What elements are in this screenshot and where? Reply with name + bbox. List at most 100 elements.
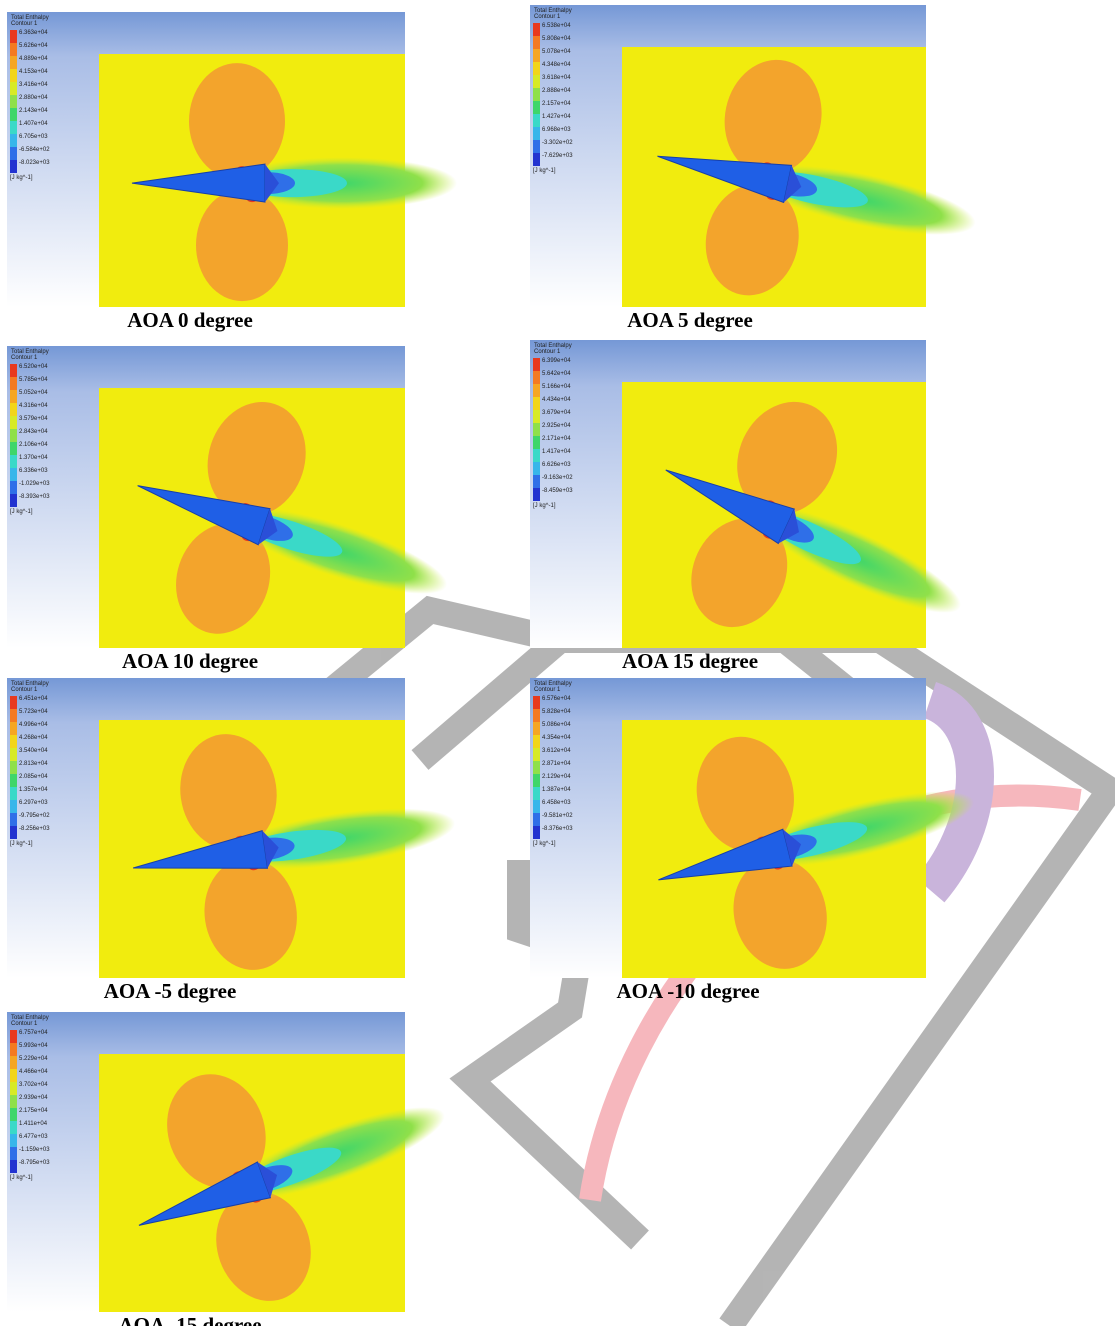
legend-swatch bbox=[10, 468, 17, 481]
caption: AOA -10 degree bbox=[616, 979, 759, 1003]
legend-value: -8.393e+03 bbox=[19, 494, 50, 500]
contour-panel: Total EnthalpyContour 16.757e+045.993e+0… bbox=[7, 1001, 485, 1326]
legend-swatch bbox=[533, 722, 540, 735]
legend-value: 6.336e+03 bbox=[19, 468, 48, 474]
legend-swatch bbox=[10, 1056, 17, 1069]
legend-subtitle: Contour 1 bbox=[534, 14, 561, 20]
legend-swatch bbox=[10, 390, 17, 403]
legend-swatch bbox=[10, 722, 17, 735]
legend-value: 6.477e+03 bbox=[19, 1134, 48, 1140]
legend-value: 3.679e+04 bbox=[542, 410, 571, 416]
legend-swatch bbox=[10, 709, 17, 722]
legend-value: 1.357e+04 bbox=[19, 787, 48, 793]
legend-value: 3.540e+04 bbox=[19, 748, 48, 754]
legend-value: 1.370e+04 bbox=[19, 455, 48, 461]
legend-swatch bbox=[10, 134, 17, 147]
legend-swatch bbox=[10, 416, 17, 429]
legend-swatch bbox=[533, 140, 540, 153]
legend-value: 3.579e+04 bbox=[19, 416, 48, 422]
legend-swatch bbox=[533, 475, 540, 488]
legend-value: 4.348e+04 bbox=[542, 62, 571, 68]
legend-swatch bbox=[10, 787, 17, 800]
legend-value: 4.316e+04 bbox=[19, 403, 48, 409]
legend-swatch bbox=[10, 30, 17, 43]
legend-unit: [J kg^-1] bbox=[533, 841, 556, 847]
legend-unit: [J kg^-1] bbox=[533, 503, 556, 509]
legend-value: 5.993e+04 bbox=[19, 1043, 48, 1049]
legend-swatch bbox=[533, 153, 540, 166]
legend-swatch bbox=[533, 49, 540, 62]
legend-swatch bbox=[533, 696, 540, 709]
legend-unit: [J kg^-1] bbox=[10, 1175, 33, 1181]
caption: AOA -5 degree bbox=[104, 979, 237, 1003]
legend-swatch bbox=[10, 1069, 17, 1082]
legend-value: 2.085e+04 bbox=[19, 774, 48, 780]
legend-value: 5.229e+04 bbox=[19, 1056, 48, 1062]
legend-value: 1.411e+04 bbox=[19, 1121, 48, 1127]
legend-value: -8.376e+03 bbox=[542, 826, 573, 832]
legend-value: 3.618e+04 bbox=[542, 75, 571, 81]
legend-swatch bbox=[10, 774, 17, 787]
legend-swatch bbox=[10, 1082, 17, 1095]
legend-subtitle: Contour 1 bbox=[11, 1021, 38, 1027]
legend-swatch bbox=[533, 462, 540, 475]
legend-swatch bbox=[533, 813, 540, 826]
legend-value: 2.106e+04 bbox=[19, 442, 48, 448]
legend-swatch bbox=[10, 761, 17, 774]
legend-swatch bbox=[10, 826, 17, 839]
legend-subtitle: Contour 1 bbox=[534, 687, 561, 693]
legend-swatch bbox=[10, 160, 17, 173]
legend-value: 5.626e+04 bbox=[19, 43, 48, 49]
shock-lobe bbox=[189, 63, 285, 179]
legend-value: 2.939e+04 bbox=[19, 1095, 48, 1101]
legend-value: 2.157e+04 bbox=[542, 101, 571, 107]
legend-value: 6.297e+03 bbox=[19, 800, 48, 806]
legend-swatch bbox=[533, 423, 540, 436]
legend-value: 6.968e+03 bbox=[542, 127, 571, 133]
legend-swatch bbox=[10, 43, 17, 56]
legend-subtitle: Contour 1 bbox=[11, 21, 38, 27]
legend-value: 4.153e+04 bbox=[19, 69, 48, 75]
legend-value: 4.434e+04 bbox=[542, 397, 571, 403]
legend-value: 2.129e+04 bbox=[542, 774, 571, 780]
legend-swatch bbox=[10, 1134, 17, 1147]
legend-swatch bbox=[10, 442, 17, 455]
legend-swatch bbox=[533, 488, 540, 501]
legend-value: 2.871e+04 bbox=[542, 761, 571, 767]
legend-value: 1.387e+04 bbox=[542, 787, 571, 793]
legend-swatch bbox=[533, 114, 540, 127]
legend-value: -8.256e+03 bbox=[19, 826, 50, 832]
legend-swatch bbox=[10, 735, 17, 748]
legend-swatch bbox=[10, 69, 17, 82]
legend-unit: [J kg^-1] bbox=[10, 175, 33, 181]
legend-swatch bbox=[10, 56, 17, 69]
legend-swatch bbox=[10, 364, 17, 377]
legend-value: 6.705e+03 bbox=[19, 134, 48, 140]
legend-swatch bbox=[533, 774, 540, 787]
legend-swatch bbox=[10, 455, 17, 468]
legend-swatch bbox=[533, 410, 540, 423]
legend-value: 5.166e+04 bbox=[542, 384, 571, 390]
legend-value: 2.880e+04 bbox=[19, 95, 48, 101]
page: Total EnthalpyContour 16.363e+045.626e+0… bbox=[0, 0, 1115, 1326]
legend-value: 4.268e+04 bbox=[19, 735, 48, 741]
legend-unit: [J kg^-1] bbox=[10, 509, 33, 515]
contour-panel: Total EnthalpyContour 16.520e+045.785e+0… bbox=[7, 346, 484, 698]
legend-value: 1.407e+04 bbox=[19, 121, 48, 127]
legend-value: 6.458e+03 bbox=[542, 800, 571, 806]
legend-value: -8.023e+03 bbox=[19, 160, 50, 166]
legend-value: 6.363e+04 bbox=[19, 30, 48, 36]
legend-value: 1.417e+04 bbox=[542, 449, 571, 455]
legend-value: -8.795e+03 bbox=[19, 1160, 50, 1166]
legend-value: 6.626e+03 bbox=[542, 462, 571, 468]
legend-value: 3.416e+04 bbox=[19, 82, 48, 88]
legend-swatch bbox=[533, 127, 540, 140]
legend-value: -9.581e+02 bbox=[542, 813, 573, 819]
legend-value: 6.399e+04 bbox=[542, 358, 571, 364]
legend-value: 3.702e+04 bbox=[19, 1082, 48, 1088]
legend-swatch bbox=[10, 403, 17, 416]
legend-value: 1.427e+04 bbox=[542, 114, 571, 120]
legend-swatch bbox=[10, 494, 17, 507]
legend-value: 6.538e+04 bbox=[542, 23, 571, 29]
